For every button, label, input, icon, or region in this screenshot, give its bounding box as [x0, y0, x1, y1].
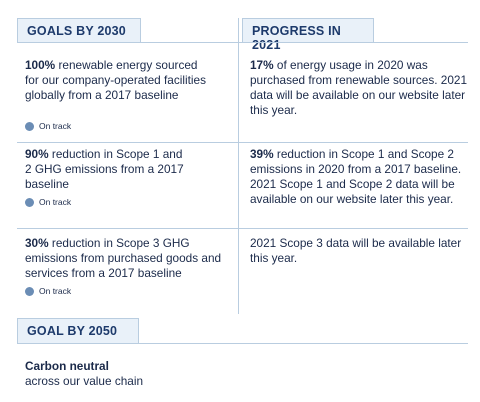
goal-value: 30% [25, 236, 49, 250]
goal-2050-title: Carbon neutral [25, 359, 109, 373]
progress-value: 17% [250, 58, 274, 72]
status-badge-1: On track [25, 121, 71, 131]
goal-description: renewable energy sourced for our company… [25, 58, 206, 102]
status-dot-icon [25, 121, 34, 131]
progress-description: reduction in Scope 1 and Scope 2 emissio… [250, 147, 462, 206]
goal-2050-description: across our value chain [25, 374, 144, 388]
column-divider [238, 18, 239, 314]
goal-description: reduction in Scope 1 and 2 GHG emissions… [25, 147, 184, 191]
progress-description: of energy usage in 2020 was purchased fr… [250, 58, 468, 117]
status-badge-3: On track [25, 286, 71, 296]
goal-2050-header: GOAL BY 2050 [17, 318, 139, 343]
goal-value: 90% [25, 147, 49, 161]
progress-description: 2021 Scope 3 data will be available late… [250, 236, 462, 265]
goal-cell-2: 90% reduction in Scope 1 and 2 GHG emiss… [25, 147, 190, 192]
row-divider-1 [17, 142, 468, 143]
goals-2030-header: GOALS BY 2030 [17, 18, 141, 43]
status-label: On track [39, 121, 72, 131]
status-label: On track [39, 286, 72, 296]
goal-cell-1: 100% renewable energy sourced for our co… [25, 58, 210, 103]
goal-value: 100% [25, 58, 56, 72]
goal-cell-3: 30% reduction in Scope 3 GHG emissions f… [25, 236, 230, 281]
progress-cell-2: 39% reduction in Scope 1 and Scope 2 emi… [250, 147, 474, 207]
goal-2050-divider [17, 343, 468, 344]
progress-cell-3: 2021 Scope 3 data will be available late… [250, 236, 472, 266]
progress-cell-1: 17% of energy usage in 2020 was purchase… [250, 58, 472, 118]
goal-description: reduction in Scope 3 GHG emissions from … [25, 236, 222, 280]
goal-2050-cell: Carbon neutral across our value chain [25, 359, 245, 389]
status-dot-icon [25, 197, 34, 207]
row-divider-2 [17, 228, 468, 229]
status-dot-icon [25, 286, 34, 296]
status-label: On track [39, 197, 72, 207]
header-divider [17, 42, 468, 43]
progress-value: 39% [250, 147, 274, 161]
progress-2021-header: PROGRESS IN 2021 [242, 18, 374, 52]
status-badge-2: On track [25, 197, 71, 207]
